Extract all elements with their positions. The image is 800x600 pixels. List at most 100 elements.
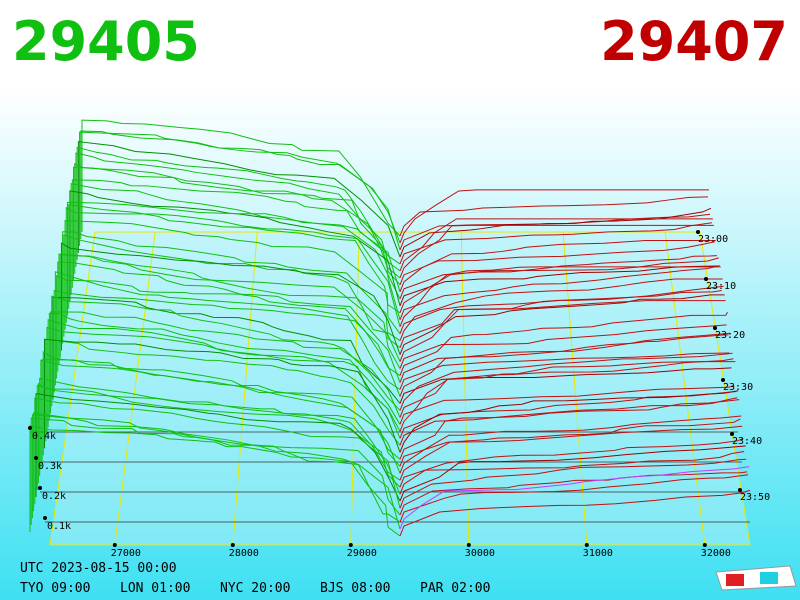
ask-curve [399,361,736,432]
bid-curve [75,152,401,272]
bid-curve [53,289,401,397]
utc-time: UTC 2023-08-15 00:00 [20,561,177,576]
bid-curve [52,296,401,404]
time-tick [730,432,734,436]
depth-tick [38,486,42,490]
bid-curve [33,412,401,516]
ask-curve [399,189,709,244]
ask-curve [399,224,714,279]
bid-curve [60,242,401,355]
ask-curve [399,445,746,502]
ask-curve [399,458,747,509]
ask-curve [399,399,740,460]
ask-curve [399,415,742,474]
depth-tick [28,426,32,430]
bid-curve [36,384,401,495]
ask-curve [399,358,734,418]
bid-curve [77,141,401,258]
bid-curve [63,234,401,342]
time-tick-label: 23:10 [706,281,736,292]
ask-curve [399,425,743,481]
price-tick-label: 29000 [347,548,377,559]
price-tick-label: 32000 [701,548,731,559]
bid-curve [81,119,401,237]
bid-curve [34,397,401,509]
time-zone: TYO 09:00 [20,581,90,596]
price-tick [702,543,707,547]
price-tick [112,543,117,547]
time-tick [738,488,742,492]
time-tick-label: 23:50 [740,492,770,503]
ask-curve [399,367,732,404]
time-tick-label: 23:40 [732,436,762,447]
ask-curve [399,352,733,411]
ask-curve [399,300,726,362]
bid-curve [44,338,401,453]
bid-curve [66,201,401,320]
bid-curve [73,166,401,286]
ask-curve [399,278,723,341]
bid-price: 29405 [12,10,200,73]
bid-curve [79,131,401,251]
price-grid-line [562,231,588,546]
price-grid-line [232,231,258,546]
bid-curve [76,146,401,265]
ask-curve [399,285,724,348]
time-zone: LON 01:00 [120,581,190,596]
ask-curve [399,474,749,523]
bid-curve [65,206,401,327]
bid-curve [57,261,401,376]
time-tick [704,277,708,281]
bid-curve [29,425,401,537]
depth-tick-label: 0.3k [38,461,62,472]
bid-curve [45,338,401,446]
time-tick-label: 23:00 [698,234,728,245]
time-zone: PAR 02:00 [420,581,490,596]
ask-curve [399,196,709,237]
ask-curve [399,450,745,495]
ask-curve [399,257,719,313]
ask-curve [399,311,728,376]
glasses-icon [715,565,797,591]
price-grid-line [350,231,360,546]
ask-price: 29407 [600,10,788,73]
ask-curve [399,218,713,272]
price-tick [584,543,589,547]
price-tick-label: 27000 [111,548,141,559]
ask-curve [399,397,738,446]
ask-curve [399,390,739,453]
ask-curve [399,332,731,397]
bid-curve [58,253,401,369]
price-tick [348,543,353,547]
bid-curve [48,312,401,425]
depth-tick [43,516,47,520]
depth-curves [29,119,751,537]
ask-curve [399,466,750,530]
ask-curve [399,471,748,516]
depth-tick-label: 0.2k [42,491,66,502]
depth-tick-label: 0.4k [32,431,56,442]
price-tick-label: 31000 [583,548,613,559]
bid-curve [64,220,401,334]
time-tick [713,326,717,330]
ask-curve [399,222,712,265]
ask-curve [399,239,716,292]
bid-curve [62,231,401,349]
bid-curve [35,393,401,502]
time-zone: NYC 20:00 [220,581,290,596]
ask-curve [399,489,751,537]
ask-curve [399,385,735,425]
depth-tick [34,456,38,460]
price-tick-label: 28000 [229,548,259,559]
ask-curve [399,207,712,258]
price-tick [230,543,235,547]
bid-curve [70,183,401,300]
time-zone: BJS 08:00 [320,581,390,596]
depth-tick-label: 0.1k [47,521,71,532]
bid-curve [54,271,401,390]
ask-curve [399,265,720,320]
time-tick-label: 23:20 [715,330,745,341]
time-tick-label: 23:30 [723,382,753,393]
bid-curve [46,326,401,439]
bid-curve [51,295,401,411]
